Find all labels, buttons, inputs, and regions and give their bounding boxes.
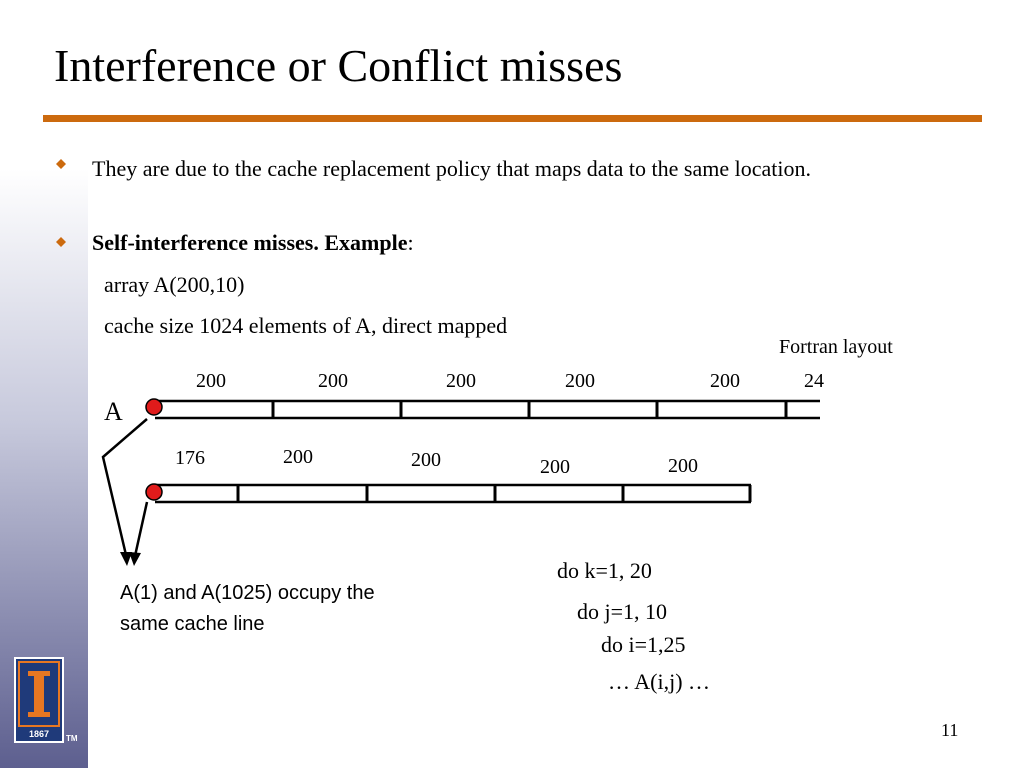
code-line-i: do i=1,25 <box>601 632 686 657</box>
row2-segment-label: 176 <box>175 447 205 469</box>
diamond-bullet-icon <box>56 237 66 247</box>
fortran-layout-label: Fortran layout <box>779 336 893 358</box>
page-number: 11 <box>941 720 959 740</box>
cache-line-note: A(1) and A(1025) occupy the same cache l… <box>120 582 375 635</box>
svg-text:1867: 1867 <box>29 729 49 739</box>
bullet-2-text: Self-interference misses. Example: <box>92 227 414 259</box>
row2-segment-label: 200 <box>283 446 313 468</box>
university-logo-icon: 1867 <box>14 657 64 743</box>
marker-A1025 <box>145 483 163 501</box>
slide-title: Interference or Conflict misses <box>54 40 623 91</box>
trademark-mark: TM <box>66 734 78 743</box>
row1-segment-label: 200 <box>710 370 740 392</box>
row1-segment-label: 24 <box>804 370 824 392</box>
array-row-1 <box>155 399 820 420</box>
title-underline <box>43 115 982 122</box>
row2-segment-label: 200 <box>540 456 570 478</box>
bullet-2-colon: : <box>407 230 414 255</box>
code-line-j: do j=1, 10 <box>577 599 668 624</box>
array-row-2 <box>155 483 752 504</box>
bullet-2-bold: Self-interference misses. Example <box>92 230 408 255</box>
sub-line-cache: cache size 1024 elements of A, direct ma… <box>104 313 508 338</box>
row1-segment-label: 200 <box>318 370 348 392</box>
sub-line-array: array A(200,10) <box>104 272 245 297</box>
code-line-body: … A(i,j) … <box>608 669 711 694</box>
marker-A1 <box>145 398 163 416</box>
row1-segment-label: 200 <box>446 370 476 392</box>
array-label: A <box>104 397 123 426</box>
row1-segment-label: 200 <box>565 370 595 392</box>
row2-segment-label: 200 <box>668 455 698 477</box>
arrowhead-icon <box>120 552 132 566</box>
row2-segment-label: 200 <box>411 449 441 471</box>
diamond-bullet-icon <box>56 159 66 169</box>
arrowhead-icon <box>129 552 141 566</box>
row1-segment-label: 200 <box>196 370 226 392</box>
bullet-1-text: They are due to the cache replacement po… <box>92 156 811 181</box>
pointer-arrows <box>101 418 149 557</box>
code-line-k: do k=1, 20 <box>557 558 652 583</box>
left-gradient-band <box>0 0 88 768</box>
